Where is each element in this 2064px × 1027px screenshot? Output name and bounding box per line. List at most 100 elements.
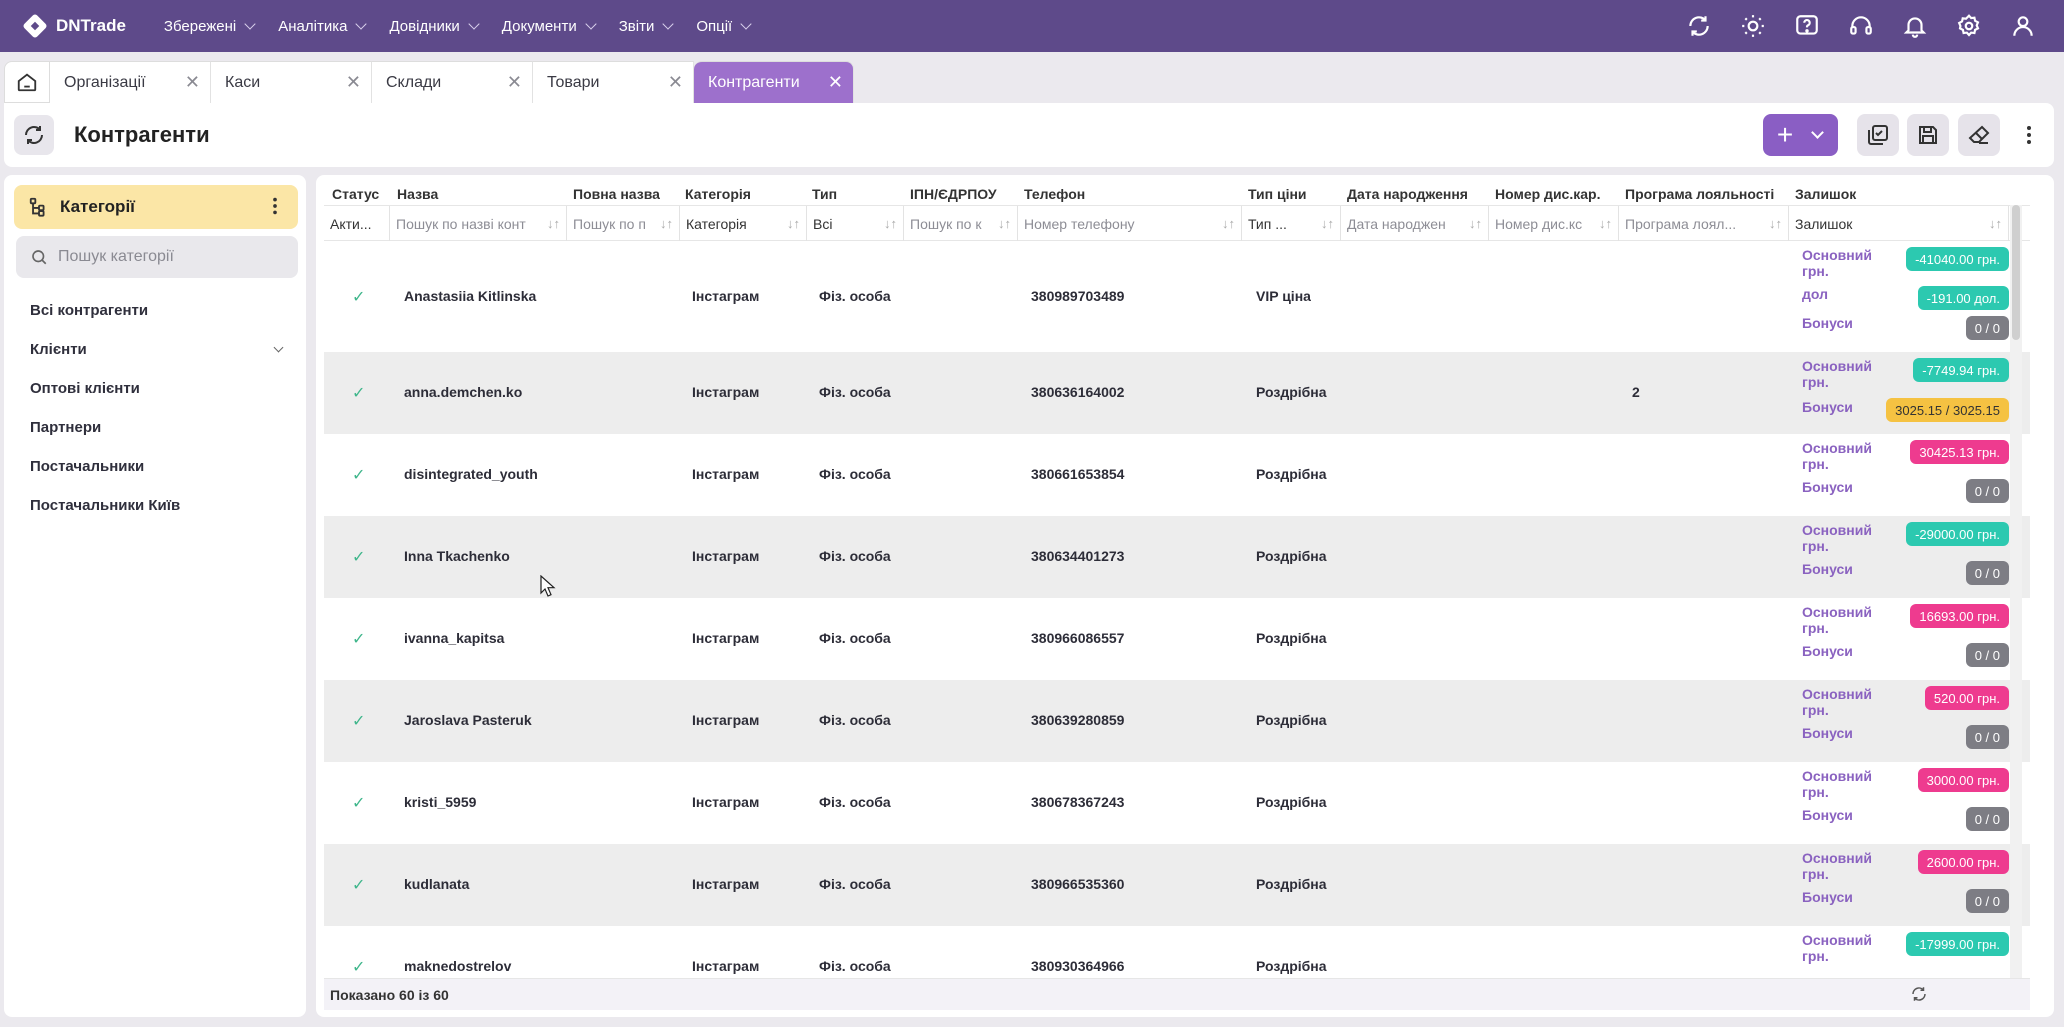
sort-icon[interactable]: ↓↑ — [787, 216, 800, 231]
category-item-clients[interactable]: Клієнти — [30, 330, 290, 369]
bulk-select-button[interactable] — [1857, 114, 1899, 156]
col-category[interactable]: Категорія — [685, 186, 751, 202]
tab-organizations[interactable]: Організації ✕ — [50, 61, 211, 103]
table-row[interactable]: ✓ Inna Tkachenko Інстаграм Фіз. особа 38… — [324, 516, 2030, 598]
tab-warehouses[interactable]: Склади ✕ — [372, 61, 533, 103]
theme-icon[interactable] — [1726, 0, 1780, 52]
balance-filter[interactable]: Залишок ↓↑ — [1789, 206, 2009, 241]
add-button[interactable]: + — [1763, 114, 1838, 156]
bonus-badge: 0 / 0 — [1965, 889, 2009, 913]
menu-saved[interactable]: Збережені — [164, 18, 256, 35]
status-filter[interactable]: Акти... — [324, 206, 390, 241]
col-card-number[interactable]: Номер дис.кар. — [1495, 186, 1601, 202]
balance-badge: -29000.00 грн. — [1906, 522, 2009, 546]
sort-icon[interactable]: ↓↑ — [1989, 216, 2002, 231]
col-type[interactable]: Тип — [812, 186, 838, 202]
sort-icon[interactable]: ↓↑ — [998, 216, 1011, 231]
close-icon[interactable]: ✕ — [506, 72, 522, 92]
categories-header[interactable]: Категорії — [14, 185, 298, 229]
col-balance[interactable]: Залишок — [1795, 186, 1857, 202]
tab-cash-desks[interactable]: Каси ✕ — [211, 61, 372, 103]
more-button[interactable] — [2008, 114, 2050, 156]
sort-icon[interactable]: ↓↑ — [1469, 216, 1482, 231]
price-type-filter[interactable]: Тип ... ↓↑ — [1242, 206, 1341, 241]
sync-icon[interactable] — [1672, 0, 1726, 52]
sort-icon[interactable]: ↓↑ — [1222, 216, 1235, 231]
sort-icon[interactable]: ↓↑ — [884, 216, 897, 231]
bonus-badge: 0 / 0 — [1965, 316, 2009, 340]
col-name[interactable]: Назва — [397, 186, 439, 202]
table-row[interactable]: ✓ kristi_5959 Інстаграм Фіз. особа 38067… — [324, 762, 2030, 844]
sort-icon[interactable]: ↓↑ — [1321, 216, 1334, 231]
col-status[interactable]: Статус — [332, 186, 380, 202]
col-full-name[interactable]: Повна назва — [573, 186, 660, 202]
phone-filter[interactable]: Номер телефону ↓↑ — [1018, 206, 1242, 241]
birth-date-filter[interactable]: Дата народжен ↓↑ — [1341, 206, 1489, 241]
active-check-icon: ✓ — [352, 631, 366, 648]
col-birth-date[interactable]: Дата народження — [1347, 186, 1468, 202]
col-price-type[interactable]: Тип ціни — [1248, 186, 1307, 202]
close-icon[interactable]: ✕ — [827, 72, 843, 92]
logo-icon — [20, 11, 50, 41]
full-name-filter[interactable]: Пошук по п ↓↑ — [567, 206, 680, 241]
menu-analytics[interactable]: Аналітика — [278, 18, 368, 35]
table-row[interactable]: ✓ maknedostrelov Інстаграм Фіз. особа 38… — [324, 926, 2030, 978]
save-button[interactable] — [1907, 114, 1949, 156]
category-item-wholesale[interactable]: Оптові клієнти — [30, 380, 140, 397]
chevron-down-icon[interactable] — [273, 342, 284, 353]
table-row[interactable]: ✓ ivanna_kapitsa Інстаграм Фіз. особа 38… — [324, 598, 2030, 680]
home-tab[interactable] — [4, 61, 50, 103]
app-logo[interactable]: DNTrade — [20, 11, 126, 41]
user-icon[interactable] — [1996, 0, 2050, 52]
category-item-partners[interactable]: Партнери — [30, 419, 102, 436]
card-number-filter[interactable]: Номер дис.кс ↓↑ — [1489, 206, 1619, 241]
category-item-all[interactable]: Всі контрагенти — [30, 302, 149, 319]
loyalty-filter[interactable]: Програма лоял... ↓↑ — [1619, 206, 1789, 241]
col-phone[interactable]: Телефон — [1024, 186, 1086, 202]
menu-directories[interactable]: Довідники — [389, 18, 480, 35]
sort-icon[interactable]: ↓↑ — [660, 216, 673, 231]
close-icon[interactable]: ✕ — [184, 72, 200, 92]
table-row[interactable]: ✓ anna.demchen.ko Інстаграм Фіз. особа 3… — [324, 352, 2030, 434]
category-item-suppliers-kyiv[interactable]: Постачальники Київ — [30, 497, 181, 514]
type-filter[interactable]: Всі ↓↑ — [807, 206, 904, 241]
active-check-icon: ✓ — [352, 877, 366, 894]
menu-options[interactable]: Опції — [696, 18, 752, 35]
category-filter[interactable]: Категорія ↓↑ — [680, 206, 807, 241]
support-icon[interactable] — [1834, 0, 1888, 52]
help-icon[interactable] — [1780, 0, 1834, 52]
tax-id-filter[interactable]: Пошук по к ↓↑ — [904, 206, 1018, 241]
table-row[interactable]: ✓ Jaroslava Pasteruk Інстаграм Фіз. особ… — [324, 680, 2030, 762]
table-row[interactable]: ✓ kudlanata Інстаграм Фіз. особа 3809665… — [324, 844, 2030, 926]
eraser-icon — [1968, 125, 1990, 144]
clear-button[interactable] — [1958, 114, 2000, 156]
main-menu: Збережені Аналітика Довідники Документи … — [164, 18, 774, 35]
footer-refresh-icon[interactable] — [1910, 985, 1928, 1006]
refresh-button[interactable] — [14, 115, 54, 155]
tab-products[interactable]: Товари ✕ — [533, 61, 694, 103]
close-icon[interactable]: ✕ — [345, 72, 361, 92]
table-scrollbar[interactable] — [2010, 205, 2022, 978]
more-vertical-icon[interactable] — [264, 195, 286, 222]
sort-icon[interactable]: ↓↑ — [1769, 216, 1782, 231]
category-sidebar: Категорії Всі контрагенти Клієнти Оптові… — [4, 175, 306, 1017]
bell-icon[interactable] — [1888, 0, 1942, 52]
close-icon[interactable]: ✕ — [667, 72, 683, 92]
table-row[interactable]: ✓ Anastasiia Kitlinska Інстаграм Фіз. ос… — [324, 241, 2030, 352]
menu-documents[interactable]: Документи — [502, 18, 597, 35]
sort-icon[interactable]: ↓↑ — [547, 216, 560, 231]
home-icon — [17, 73, 37, 92]
category-search-input[interactable] — [58, 248, 278, 266]
bonus-badge: 0 / 0 — [1965, 561, 2009, 585]
col-tax-id[interactable]: ІПН/ЄДРПОУ — [910, 186, 997, 202]
scrollbar-thumb[interactable] — [2012, 205, 2020, 340]
chevron-down-icon[interactable] — [1811, 126, 1824, 139]
tab-counterparties[interactable]: Контрагенти ✕ — [694, 61, 854, 103]
settings-icon[interactable] — [1942, 0, 1996, 52]
col-loyalty[interactable]: Програма лояльності — [1625, 186, 1775, 202]
category-item-suppliers[interactable]: Постачальники — [30, 458, 145, 475]
sort-icon[interactable]: ↓↑ — [1599, 216, 1612, 231]
name-filter[interactable]: Пошук по назві конт ↓↑ — [390, 206, 567, 241]
menu-reports[interactable]: Звіти — [619, 18, 675, 35]
table-row[interactable]: ✓ disintegrated_youth Інстаграм Фіз. осо… — [324, 434, 2030, 516]
